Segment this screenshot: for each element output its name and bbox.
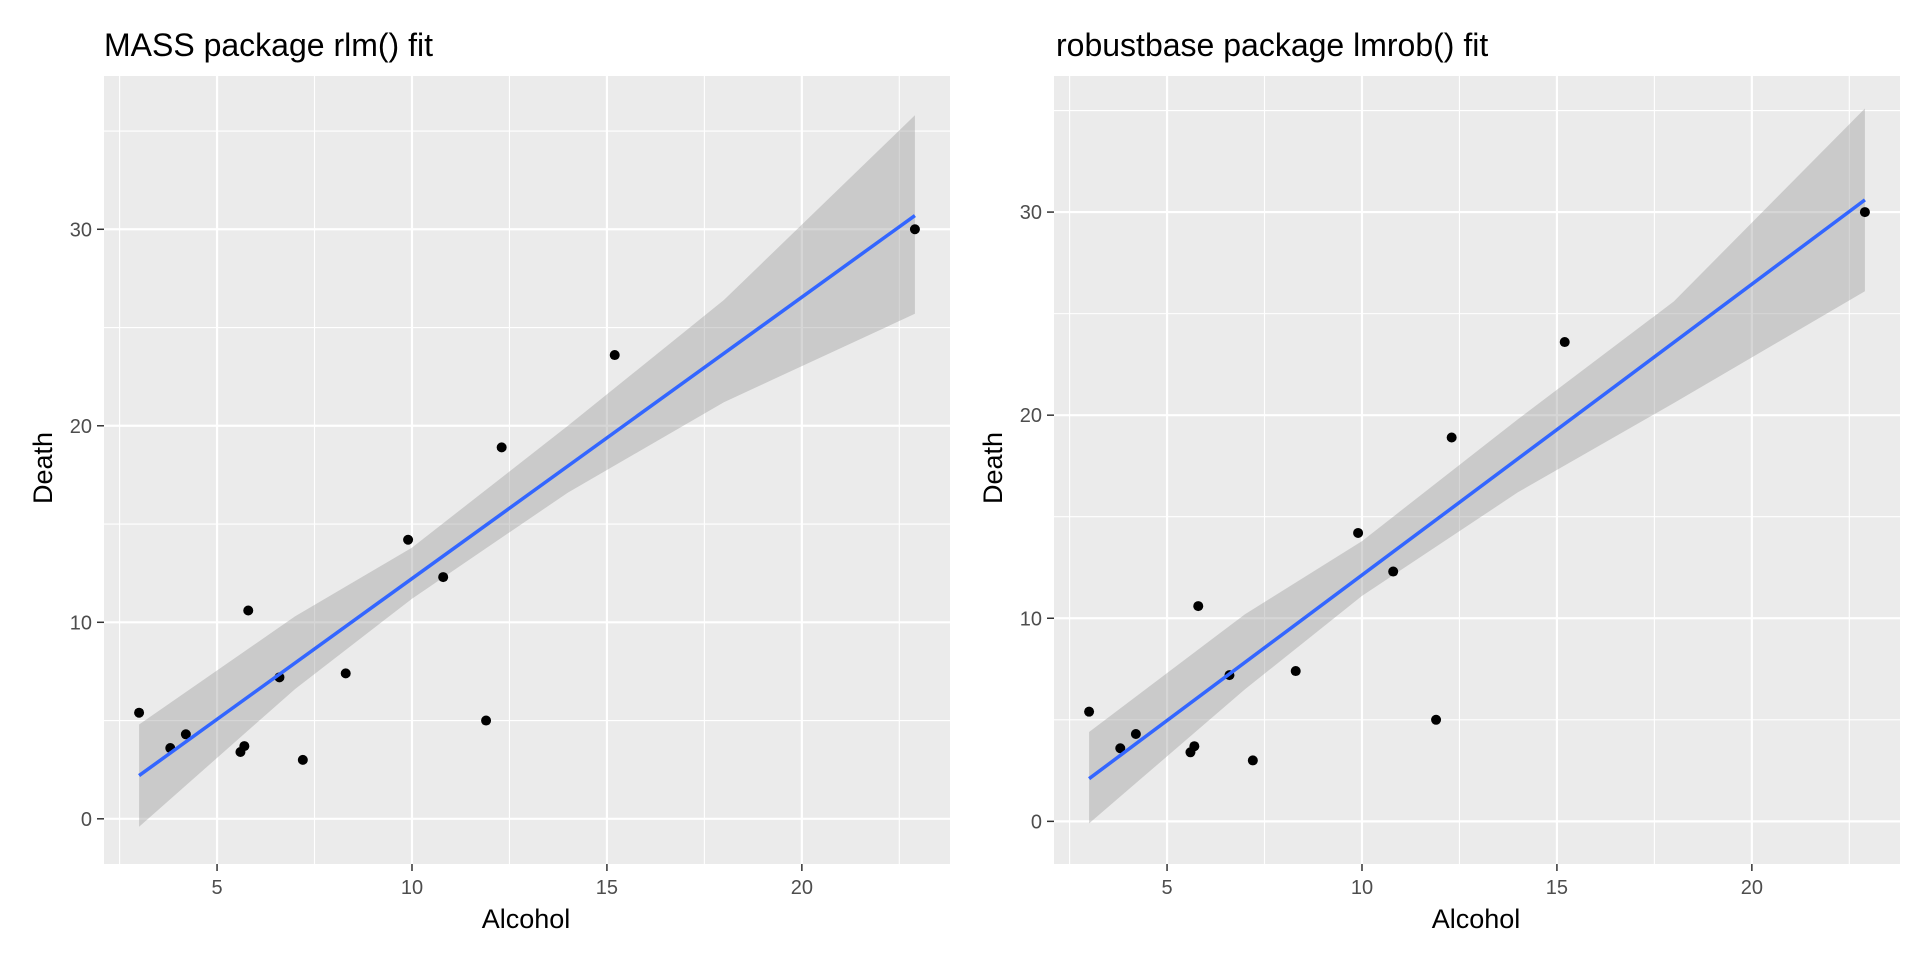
data-point bbox=[1193, 601, 1204, 612]
confidence-ribbon bbox=[139, 115, 915, 827]
data-point bbox=[1859, 207, 1870, 218]
x-tick-label: 20 bbox=[791, 877, 813, 899]
data-point bbox=[1084, 706, 1095, 717]
data-point bbox=[438, 572, 449, 583]
y-tick-label: 20 bbox=[1020, 405, 1042, 427]
plot-background bbox=[104, 76, 950, 864]
data-point bbox=[180, 729, 191, 740]
x-tick-label: 5 bbox=[1161, 877, 1172, 899]
y-tick-label: 10 bbox=[70, 612, 92, 634]
data-point bbox=[1130, 729, 1141, 740]
x-tick-label: 15 bbox=[596, 877, 618, 899]
x-tick-label: 10 bbox=[1351, 877, 1373, 899]
chart-panel-right: 5 10 15 20 0 10 20 30 robustbase package lmrob()… bbox=[950, 0, 1910, 960]
y-axis-title: Death bbox=[978, 432, 1008, 504]
y-tick-label: 20 bbox=[70, 416, 92, 438]
y-tick-label: 0 bbox=[1031, 811, 1042, 833]
chart-lmrob: 5 10 15 20 0 10 20 30 robustbase package lmrob()… bbox=[978, 27, 1900, 934]
chart-rlm: 5 10 15 20 0 10 20 30 MASS package rlm() fit Alc… bbox=[28, 27, 950, 934]
data-point bbox=[1247, 755, 1258, 766]
data-point bbox=[496, 442, 507, 453]
chart-title: robustbase package lmrob() fit bbox=[1056, 27, 1488, 63]
y-tick-label: 10 bbox=[1020, 608, 1042, 630]
data-point bbox=[403, 534, 414, 545]
data-point bbox=[909, 224, 920, 235]
y-axis-title: Death bbox=[28, 432, 58, 504]
data-point bbox=[1115, 743, 1126, 754]
x-tick-label: 15 bbox=[1546, 877, 1568, 899]
data-point bbox=[1290, 666, 1301, 677]
x-tick-label: 20 bbox=[1741, 877, 1763, 899]
data-point bbox=[243, 605, 254, 616]
plot-background bbox=[1054, 76, 1900, 864]
chart-title: MASS package rlm() fit bbox=[104, 27, 433, 63]
data-point bbox=[1559, 337, 1570, 348]
data-point bbox=[1446, 432, 1457, 443]
data-point bbox=[609, 350, 620, 361]
y-tick-label: 30 bbox=[1020, 202, 1042, 224]
regression-line bbox=[1088, 198, 1866, 781]
data-point bbox=[481, 715, 492, 726]
x-axis-title: Alcohol bbox=[482, 904, 571, 934]
x-tick-label: 5 bbox=[211, 877, 222, 899]
data-point bbox=[1353, 527, 1364, 538]
x-axis-title: Alcohol bbox=[1432, 904, 1521, 934]
data-point bbox=[134, 707, 145, 718]
y-tick-label: 0 bbox=[81, 809, 92, 831]
y-tick-label: 30 bbox=[70, 219, 92, 241]
confidence-ribbon bbox=[1089, 108, 1865, 824]
data-point bbox=[1388, 566, 1399, 577]
data-point bbox=[1189, 741, 1200, 752]
data-point bbox=[1431, 714, 1442, 725]
chart-panel-left: 5 10 15 20 0 10 20 30 MASS package rlm() fit Alc… bbox=[28, 27, 950, 934]
data-point bbox=[297, 754, 308, 765]
x-tick-label: 10 bbox=[401, 877, 423, 899]
data-point bbox=[340, 668, 351, 679]
data-point bbox=[239, 741, 250, 752]
regression-line bbox=[138, 214, 916, 777]
